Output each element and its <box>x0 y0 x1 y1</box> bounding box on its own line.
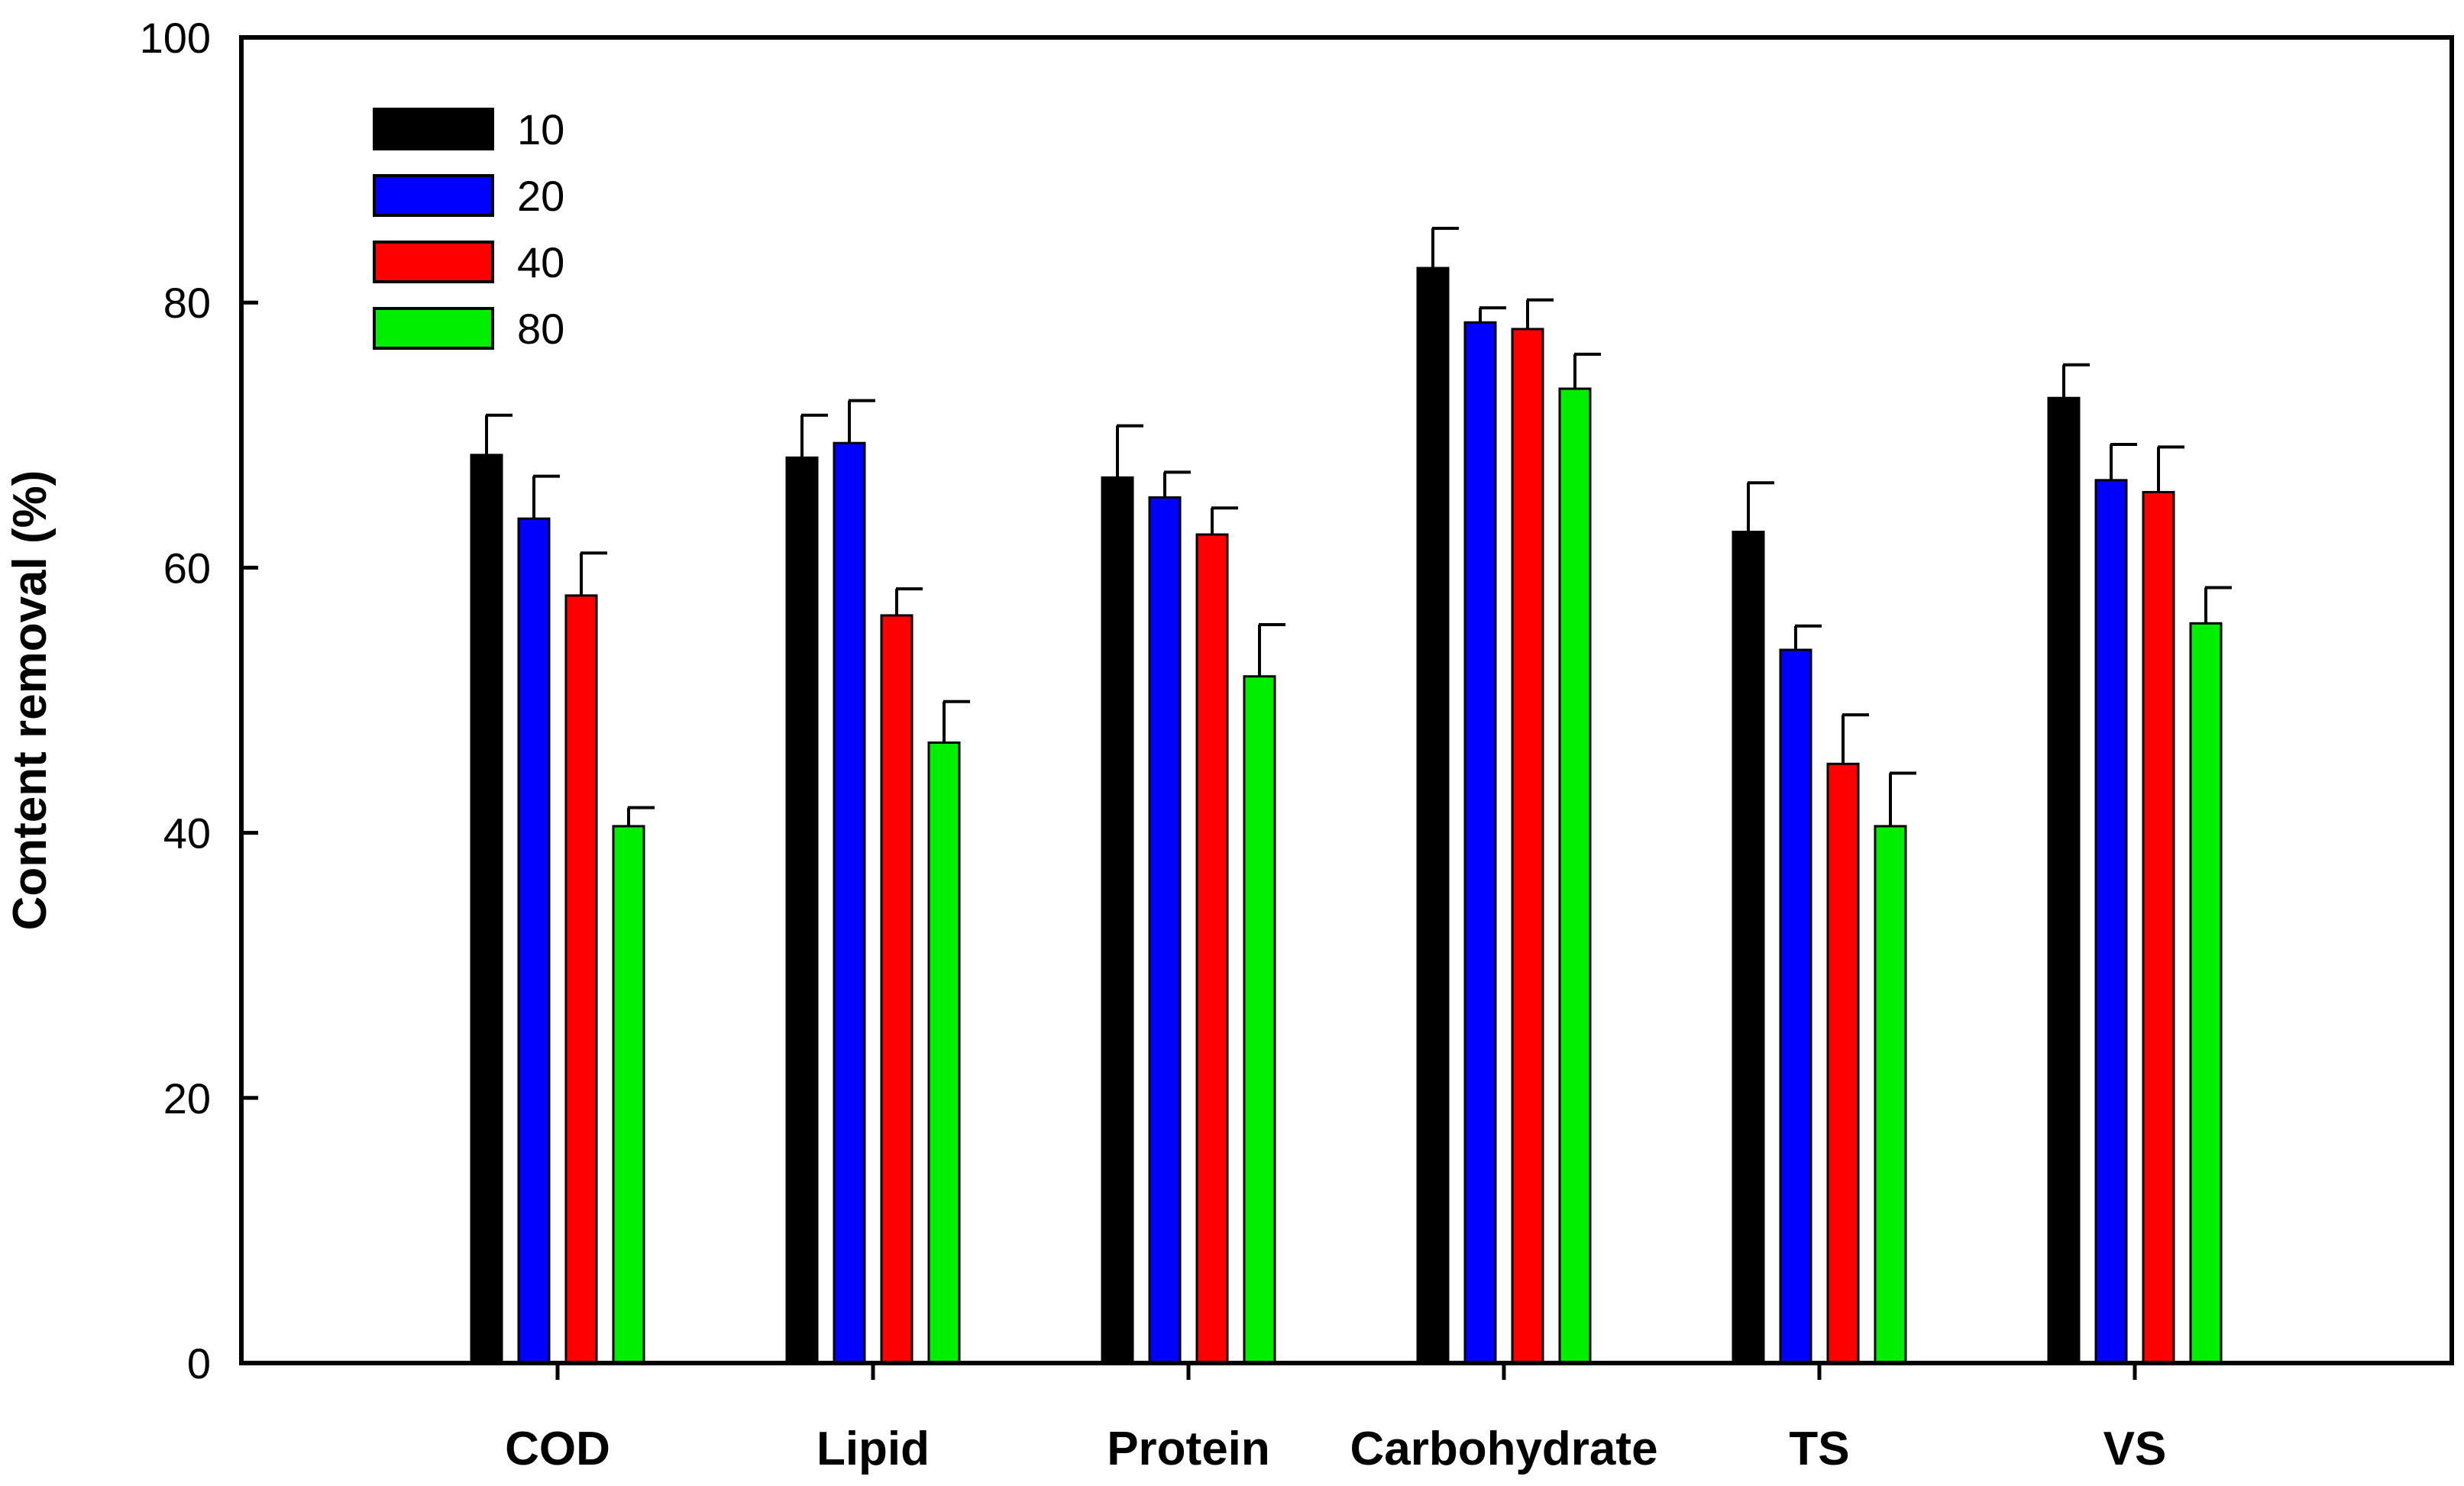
error-bar <box>848 399 875 444</box>
bar-20 <box>1148 496 1182 1365</box>
bar-80 <box>612 825 645 1365</box>
bar-10 <box>1416 267 1450 1365</box>
bar-20 <box>2094 479 2128 1365</box>
bars-layer <box>470 267 2223 1365</box>
error-bar <box>1258 623 1285 677</box>
error-bar <box>943 699 970 743</box>
error-bar <box>800 413 828 458</box>
legend-label: 20 <box>517 172 564 220</box>
bar-80 <box>1558 387 1592 1365</box>
x-axis: COD Lipid Protein Carbohydrate TS VS <box>505 1363 2166 1475</box>
legend-swatch <box>373 241 494 283</box>
bar-20 <box>833 441 866 1365</box>
y-tick-label: 100 <box>140 14 211 62</box>
error-bar <box>532 474 560 519</box>
legend-label: 10 <box>517 105 564 153</box>
legend-item: 80 <box>373 305 564 353</box>
y-axis-title: Content removal (%) <box>4 470 57 931</box>
category-label: COD <box>505 1423 610 1475</box>
error-bar <box>485 413 513 455</box>
y-tick-label: 40 <box>163 809 211 858</box>
error-bar <box>1163 470 1191 498</box>
category-label: TS <box>1789 1423 1849 1475</box>
error-bar <box>1431 226 1459 269</box>
error-bar <box>2062 363 2090 399</box>
bar-10 <box>785 456 819 1365</box>
error-bar <box>2110 442 2137 480</box>
legend-item: 10 <box>373 105 564 153</box>
legend-item: 40 <box>373 238 564 286</box>
legend-item: 20 <box>373 172 564 220</box>
error-bar <box>1116 424 1143 478</box>
bar-40 <box>1511 328 1544 1365</box>
error-bar <box>1479 306 1506 323</box>
plot-frame <box>239 35 2454 1365</box>
error-bars-layer <box>485 226 2232 826</box>
error-bar <box>2157 445 2184 493</box>
legend: 10 20 40 80 <box>373 105 564 353</box>
y-tick-label: 60 <box>163 544 211 592</box>
legend-swatch <box>373 174 494 217</box>
y-tick-label: 80 <box>163 279 211 327</box>
error-bar <box>895 587 923 615</box>
y-tick-label: 20 <box>163 1074 211 1123</box>
error-bar <box>2204 586 2232 624</box>
legend-label: 40 <box>517 238 564 286</box>
error-bar <box>627 806 655 826</box>
category-label: Protein <box>1107 1423 1270 1475</box>
bar-20 <box>1463 321 1497 1365</box>
bar-80 <box>927 741 961 1365</box>
error-bar <box>1794 624 1822 651</box>
error-bar <box>580 551 607 596</box>
bar-40 <box>1195 533 1229 1365</box>
legend-swatch <box>373 108 494 150</box>
bar-40 <box>1826 762 1860 1365</box>
error-bar <box>1747 481 1774 532</box>
error-bar <box>1573 352 1601 389</box>
bar-80 <box>1874 825 1907 1365</box>
category-label: Lipid <box>816 1423 930 1475</box>
bar-10 <box>1101 476 1134 1365</box>
bar-10 <box>470 454 503 1365</box>
legend-swatch <box>373 307 494 350</box>
category-label: VS <box>2103 1423 2167 1475</box>
legend-label: 80 <box>517 305 564 353</box>
category-label: Carbohydrate <box>1350 1423 1657 1475</box>
error-bar <box>1526 298 1554 329</box>
bar-20 <box>517 517 551 1365</box>
error-bar <box>1889 771 1916 826</box>
bar-80 <box>2189 622 2223 1365</box>
bar-40 <box>2142 490 2175 1365</box>
error-bar <box>1211 506 1238 535</box>
bar-10 <box>1732 531 1765 1365</box>
y-axis: 0 20 40 60 80 100 <box>140 14 258 1387</box>
bar-10 <box>2047 396 2081 1365</box>
bar-20 <box>1779 648 1812 1365</box>
error-bar <box>1842 713 1869 764</box>
y-tick-label: 0 <box>187 1339 211 1387</box>
bar-40 <box>564 594 598 1365</box>
bar-80 <box>1243 675 1276 1365</box>
bar-40 <box>880 614 913 1365</box>
